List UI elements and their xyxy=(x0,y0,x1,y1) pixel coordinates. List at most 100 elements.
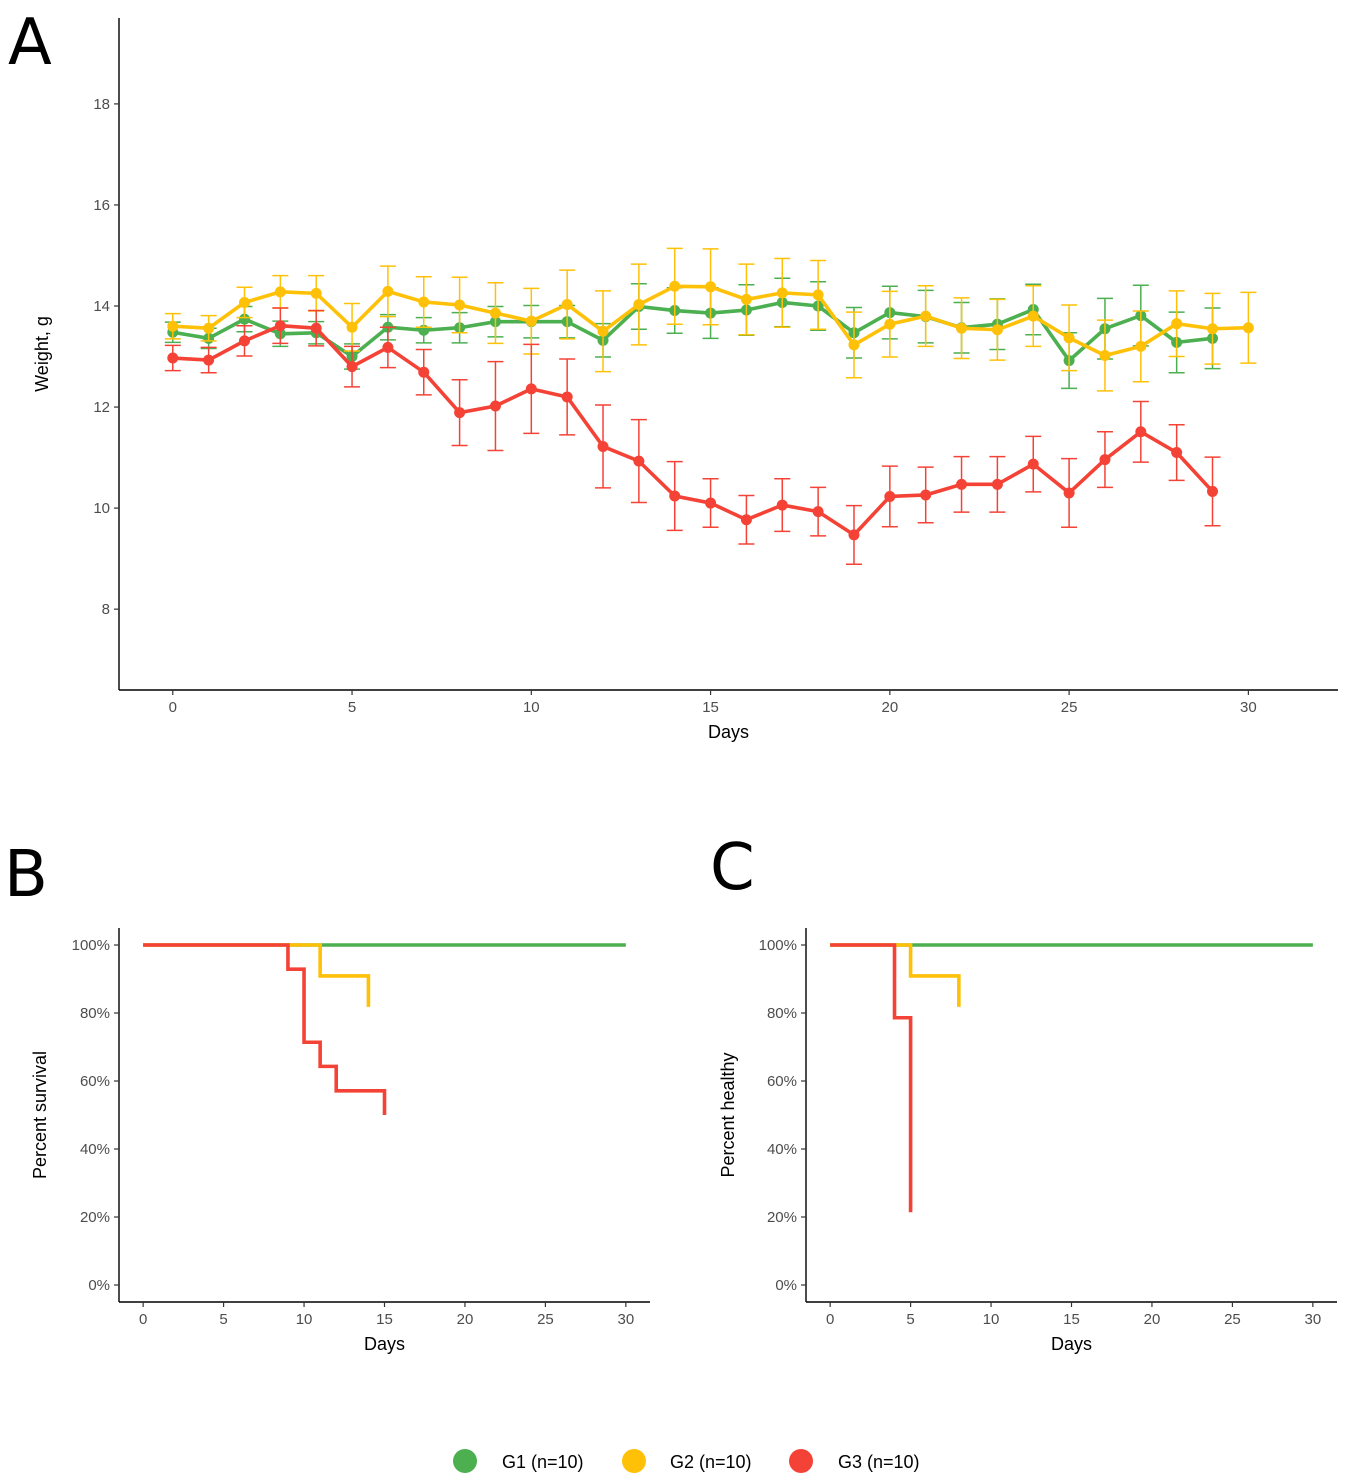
g2-point xyxy=(776,287,788,299)
legend: G1 (n=10) G2 (n=10) G3 (n=10) xyxy=(453,1449,920,1473)
g2-point xyxy=(633,298,645,310)
y-tick-label: 10 xyxy=(93,500,110,517)
x-tick-label: 15 xyxy=(702,699,719,716)
y-tick-label: 80% xyxy=(767,1005,797,1022)
g2-point xyxy=(1063,332,1075,344)
g2-point xyxy=(274,286,286,298)
g2-point xyxy=(525,315,537,327)
x-tick-label: 25 xyxy=(1224,1311,1241,1328)
g3-point xyxy=(956,478,968,490)
healthy-chart: 0 5 10 15 20 25 30 0% 20% 40% 60% 80% 100% Days Percen… xyxy=(718,928,1337,1354)
y-tick-label: 60% xyxy=(767,1073,797,1090)
g2-point xyxy=(705,281,717,293)
g3-point xyxy=(274,320,286,332)
g3-point xyxy=(561,391,573,403)
x-tick-label: 5 xyxy=(348,699,356,716)
g3-point xyxy=(525,383,537,395)
y-tick-label: 0% xyxy=(88,1277,110,1294)
g2-point xyxy=(812,289,824,301)
g3-point xyxy=(167,352,179,364)
g2-point xyxy=(310,287,322,299)
g2-point xyxy=(991,324,1003,336)
g2-point xyxy=(454,299,466,311)
g2-point xyxy=(597,325,609,337)
g1-point xyxy=(238,313,250,325)
g3-point xyxy=(1099,454,1111,466)
g3-point xyxy=(203,354,215,366)
g2-point xyxy=(669,280,681,292)
y-tick-label: 16 xyxy=(93,197,110,214)
g3-point xyxy=(1027,458,1039,470)
y-tick-label: 12 xyxy=(93,399,110,416)
y-tick-label: 8 xyxy=(102,601,110,618)
y-tick-label: 40% xyxy=(767,1141,797,1158)
x-tick-label: 30 xyxy=(1305,1311,1322,1328)
y-axis-title: Percent survival xyxy=(30,1051,50,1179)
y-tick-label: 14 xyxy=(93,298,110,315)
g2-point xyxy=(346,321,358,333)
g3-point xyxy=(740,514,752,526)
x-tick-label: 5 xyxy=(219,1311,227,1328)
x-tick-label: 30 xyxy=(618,1311,635,1328)
g3-point xyxy=(633,455,645,467)
g3-point xyxy=(310,322,322,334)
g2-point xyxy=(1207,323,1219,335)
g3-point xyxy=(1063,487,1075,499)
g3-point xyxy=(812,506,824,518)
g2-point xyxy=(884,318,896,330)
x-tick-label: 10 xyxy=(523,699,540,716)
x-tick-label: 30 xyxy=(1240,699,1257,716)
y-tick-label: 40% xyxy=(80,1141,110,1158)
y-tick-label: 20% xyxy=(80,1209,110,1226)
g3-point xyxy=(669,490,681,502)
y-tick-label: 20% xyxy=(767,1209,797,1226)
g3-legend-key xyxy=(789,1449,813,1473)
y-tick-label: 100% xyxy=(759,937,797,954)
g2-point xyxy=(203,322,215,334)
g3-point xyxy=(776,499,788,511)
g3-step-line xyxy=(830,943,913,1213)
g2-point xyxy=(1099,350,1111,362)
g2-point xyxy=(1171,318,1183,330)
y-tick-label: 100% xyxy=(72,937,110,954)
x-tick-label: 15 xyxy=(1063,1311,1080,1328)
y-tick-label: 0% xyxy=(775,1277,797,1294)
survival-chart: 0 5 10 15 20 25 30 0% 20% 40% 60% 80% 100% Days Percen… xyxy=(30,928,650,1354)
g2-point xyxy=(167,320,179,332)
x-tick-label: 0 xyxy=(826,1311,834,1328)
x-tick-label: 20 xyxy=(457,1311,474,1328)
x-tick-label: 10 xyxy=(296,1311,313,1328)
g2-point xyxy=(489,307,501,319)
g1-legend-label: G1 (n=10) xyxy=(502,1452,584,1472)
x-tick-label: 10 xyxy=(983,1311,1000,1328)
g3-point xyxy=(346,361,358,373)
g2-point xyxy=(382,285,394,297)
g3-point xyxy=(884,490,896,502)
g3-point xyxy=(382,341,394,353)
g2-point xyxy=(561,298,573,310)
x-tick-label: 15 xyxy=(376,1311,393,1328)
x-axis-title: Days xyxy=(364,1334,405,1354)
y-axis-title: Weight, g xyxy=(32,316,52,392)
g3-point xyxy=(454,407,466,419)
y-tick-label: 80% xyxy=(80,1005,110,1022)
x-tick-label: 0 xyxy=(169,699,177,716)
x-tick-label: 25 xyxy=(537,1311,554,1328)
g2-step-line xyxy=(143,943,371,1007)
x-axis-title: Days xyxy=(1051,1334,1092,1354)
x-tick-label: 5 xyxy=(906,1311,914,1328)
g2-legend-key xyxy=(622,1449,646,1473)
y-axis-title: Percent healthy xyxy=(718,1052,738,1177)
g3-point xyxy=(991,478,1003,490)
weight-chart: 0 5 10 15 20 25 30 8 10 12 14 16 18 Days Weight, g xyxy=(32,18,1338,742)
g3-point xyxy=(1207,485,1219,497)
g3-point xyxy=(238,335,250,347)
g2-point xyxy=(1135,340,1147,352)
x-tick-label: 0 xyxy=(139,1311,147,1328)
panel-label-a: A xyxy=(8,6,52,80)
g3-legend-label: G3 (n=10) xyxy=(838,1452,920,1472)
g3-step-line xyxy=(143,943,387,1115)
g3-series-line xyxy=(172,323,1214,537)
g2-point xyxy=(956,322,968,334)
